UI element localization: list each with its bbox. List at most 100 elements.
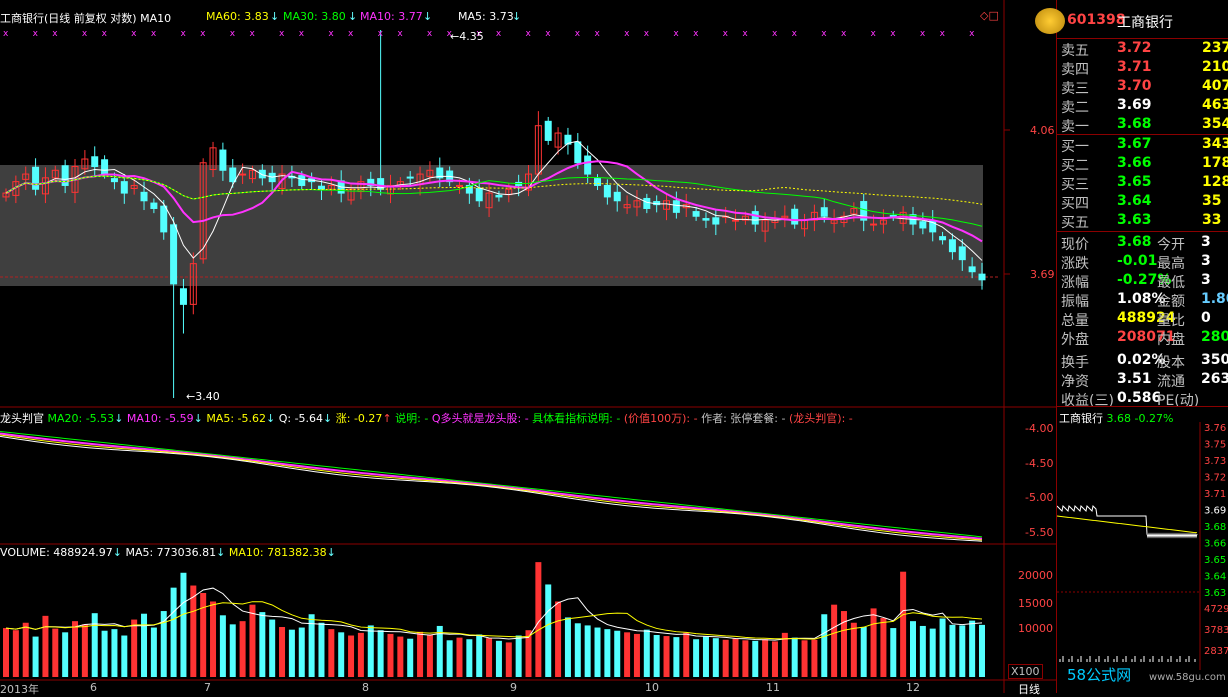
candle-body[interactable] [160,205,168,233]
candle-body[interactable] [239,173,247,176]
volume-bar[interactable] [771,641,778,677]
volume-bar[interactable] [417,631,424,677]
candle-body[interactable] [564,134,572,145]
candle-body[interactable] [495,194,503,198]
volume-bar[interactable] [811,639,818,677]
volume-bar[interactable] [259,612,266,677]
volume-bar[interactable] [229,624,236,677]
volume-bar[interactable] [121,635,128,677]
candle-body[interactable] [120,181,128,194]
volume-bar[interactable] [160,611,167,677]
volume-bar[interactable] [525,630,532,677]
candle-body[interactable] [948,239,956,253]
volume-bar[interactable] [446,640,453,677]
volume-bar[interactable] [752,640,759,677]
volume-bar[interactable] [949,624,956,677]
candle-body[interactable] [386,184,394,195]
volume-bar[interactable] [850,622,857,677]
candle-body[interactable] [258,169,266,179]
volume-bar[interactable] [604,629,611,677]
volume-bar[interactable] [860,627,867,677]
candle-body[interactable] [919,221,927,229]
volume-bar[interactable] [722,639,729,677]
volume-bar[interactable] [12,630,19,677]
volume-bar[interactable] [249,604,256,677]
volume-bar[interactable] [535,562,542,677]
volume-bar[interactable] [367,625,374,677]
volume-bar[interactable] [81,624,88,677]
candle-body[interactable] [357,181,365,193]
volume-bar[interactable] [486,638,493,677]
volume-bar[interactable] [890,628,897,677]
candle-body[interactable] [732,219,740,222]
volume-bar[interactable] [338,632,345,677]
candle-body[interactable] [61,165,69,186]
quote.bids-row[interactable]: 买四 3.64 35 [1057,193,1228,212]
candle-body[interactable] [702,218,710,221]
volume-bar[interactable] [279,627,286,677]
volume-bar[interactable] [781,632,788,677]
quote.asks-row[interactable]: 卖一 3.68 354 [1057,116,1228,135]
candle-body[interactable] [455,184,463,187]
candle-body[interactable] [574,141,582,164]
volume-bar[interactable] [288,629,295,677]
volume-bar[interactable] [308,614,315,677]
volume-bar[interactable] [91,613,98,677]
volume-bar[interactable] [545,584,552,677]
candle-body[interactable] [692,211,700,217]
candle-body[interactable] [850,207,858,215]
volume-bar[interactable] [880,617,887,677]
candle-body[interactable] [426,169,434,177]
volume-bar[interactable] [190,585,197,677]
volume-bar[interactable] [712,638,719,677]
volume-bar[interactable] [821,614,828,677]
volume-bar[interactable] [72,621,79,677]
period-tab[interactable]: 日线 [1018,683,1040,696]
candle-body[interactable] [633,200,641,208]
volume-bar[interactable] [939,618,946,678]
volume-bar[interactable] [141,613,148,677]
candle-body[interactable] [741,215,749,221]
candle-body[interactable] [485,192,493,209]
volume-bar[interactable] [633,633,640,677]
candle-body[interactable] [613,191,621,202]
volume-bar[interactable] [3,628,9,677]
candle-body[interactable] [870,223,878,226]
volume-bar[interactable] [515,635,522,677]
volume-bar[interactable] [495,640,502,677]
volume-bar[interactable] [505,642,512,677]
volume-bar[interactable] [150,627,157,677]
candle-body[interactable] [978,273,986,281]
candle-body[interactable] [879,219,887,225]
volume-bar[interactable] [643,629,650,677]
volume-bar[interactable] [131,619,138,677]
volume-bar[interactable] [397,636,404,677]
volume-bar[interactable] [624,632,631,677]
volume-bar[interactable] [52,628,59,677]
candle-body[interactable] [367,178,375,186]
volume-bar[interactable] [574,623,581,677]
chart-corner-icon[interactable]: ◇□ [980,9,999,22]
candle-body[interactable] [199,162,207,260]
volume-bar[interactable] [969,620,976,677]
quote.bids-row[interactable]: 买二 3.66 178 [1057,155,1228,174]
volume-bar[interactable] [555,601,562,677]
volume-bar[interactable] [436,625,443,677]
volume-bar[interactable] [269,619,276,677]
candle-body[interactable] [544,120,552,141]
volume-bar[interactable] [239,621,246,677]
volume-bar[interactable] [742,640,749,677]
volume-bar[interactable] [979,624,985,677]
candle-body[interactable] [584,155,592,175]
candle-body[interactable] [712,217,720,225]
candle-body[interactable] [110,178,118,183]
quote.asks-row[interactable]: 卖三 3.70 407 [1057,78,1228,97]
candle-body[interactable] [751,211,759,225]
candle-body[interactable] [672,200,680,213]
candle-body[interactable] [594,178,602,186]
candle-body[interactable] [761,219,769,232]
candle-body[interactable] [623,204,631,209]
candle-body[interactable] [554,132,562,148]
volume-bar[interactable] [673,637,680,677]
quote.asks-row[interactable]: 卖五 3.72 237 [1057,40,1228,59]
